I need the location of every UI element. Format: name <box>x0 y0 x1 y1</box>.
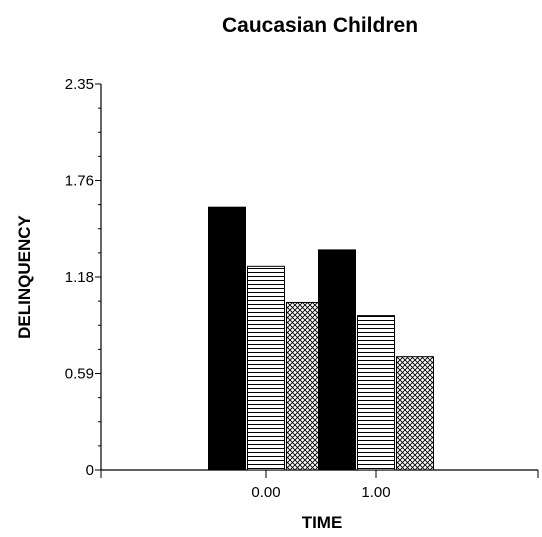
y-axis-label: DELINQUENCY <box>15 214 34 338</box>
bar-0.00-series-3 <box>286 301 324 471</box>
y-tick-label: 1.76 <box>65 173 94 190</box>
x-tick-label: 1.00 <box>361 484 390 501</box>
y-tick-label: 1.18 <box>65 269 94 286</box>
bar-0.00-series-1 <box>208 206 246 471</box>
bar-1.00-series-3 <box>396 356 434 471</box>
y-tick-label: 2.35 <box>65 76 94 93</box>
bar-1.00-series-1 <box>318 249 356 471</box>
y-ticks: 0 0.59 1.18 1.76 2.35 <box>65 76 101 479</box>
bar-1.00-series-2 <box>357 315 395 471</box>
x-axis-label: TIME <box>302 513 343 532</box>
bars <box>208 206 434 471</box>
x-tick-label: 0.00 <box>251 484 280 501</box>
chart-title: Caucasian Children <box>222 14 418 37</box>
bar-0.00-series-2 <box>247 265 285 471</box>
y-tick-label: 0.59 <box>65 366 94 383</box>
y-tick-label: 0 <box>86 462 94 479</box>
x-ticks: 0.00 1.00 <box>100 470 539 501</box>
